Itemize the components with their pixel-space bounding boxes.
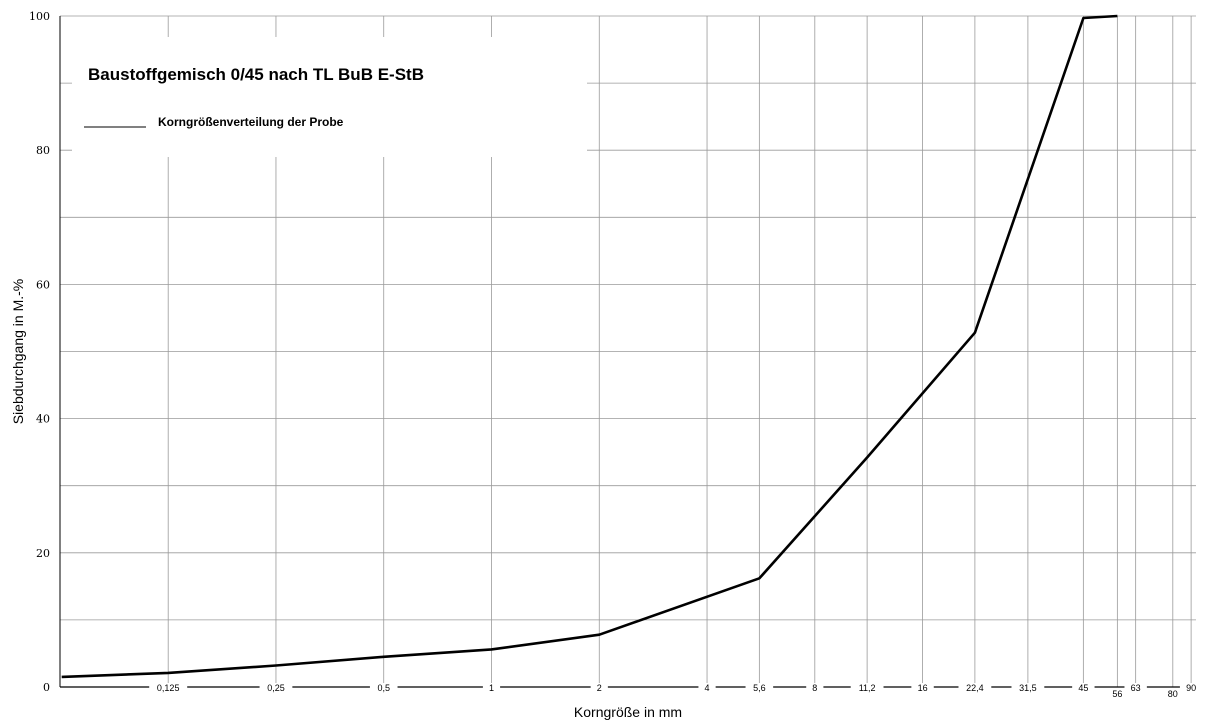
x-tick-label-bg — [590, 683, 608, 694]
x-axis-ticks: 0,125 0,25 0,5 1 2 4 5,6 8 11,2 16 22,4 31,5 45 56 63 8… — [149, 683, 1203, 700]
x-tick-label: 5,6 — [753, 683, 766, 693]
x-tick-label: 1 — [489, 683, 494, 693]
x-tick-label-bg — [1011, 683, 1045, 694]
x-tick-label: 45 — [1078, 683, 1088, 693]
x-tick-label: 31,5 — [1019, 683, 1037, 693]
y-tick-label: 80 — [36, 144, 50, 157]
x-tick-label-bg — [1161, 689, 1185, 700]
x-axis-label: Korngröße in mm — [574, 704, 682, 720]
y-tick-label: 0 — [43, 681, 50, 694]
x-tick-label: 0,125 — [157, 683, 180, 693]
x-tick-label-bg — [1124, 683, 1147, 694]
y-tick-label: 60 — [36, 278, 50, 291]
x-tick-label-bg — [1072, 683, 1095, 694]
x-tick-label-bg — [911, 683, 934, 694]
x-tick-label-bg — [850, 683, 884, 694]
x-tick-label: 0,25 — [267, 683, 285, 693]
x-tick-label-bg — [698, 683, 716, 694]
x-tick-label: 56 — [1112, 689, 1122, 699]
x-tick-label-bg — [806, 683, 824, 694]
x-tick-label-bg — [1179, 683, 1203, 694]
x-tick-label-bg — [369, 683, 398, 694]
x-tick-label: 63 — [1131, 683, 1141, 693]
x-tick-label-bg — [745, 683, 774, 694]
x-tick-label: 0,5 — [377, 683, 390, 693]
y-axis-label: Siebdurchgang in M.-% — [10, 279, 26, 425]
legend-box — [72, 37, 587, 157]
x-tick-label: 8 — [812, 683, 817, 693]
x-tick-label: 4 — [705, 683, 710, 693]
x-tick-label: 11,2 — [859, 683, 876, 693]
x-tick-label: 90 — [1186, 683, 1196, 693]
y-tick-label: 40 — [36, 413, 50, 426]
x-tick-label-bg — [482, 683, 501, 694]
x-tick-label-bg — [958, 683, 992, 694]
x-tick-label: 2 — [597, 683, 602, 693]
legend-entry-label: Korngrößenverteilung der Probe — [158, 115, 344, 129]
series-line — [61, 14, 1118, 679]
y-axis-ticks: 0 20 40 60 80 100 — [29, 10, 50, 694]
x-tick-label: 80 — [1168, 689, 1178, 699]
y-tick-label: 100 — [29, 10, 50, 23]
y-tick-label: 20 — [36, 547, 50, 560]
x-tick-label: 22,4 — [966, 683, 984, 693]
x-tick-label-bg — [149, 683, 188, 694]
x-tick-label: 16 — [918, 683, 928, 693]
x-tick-label-bg — [259, 683, 293, 694]
x-tick-label-bg — [1106, 689, 1129, 700]
chart-title: Baustoffgemisch 0/45 nach TL BuB E-StB — [88, 65, 424, 84]
axes — [59, 16, 1180, 688]
